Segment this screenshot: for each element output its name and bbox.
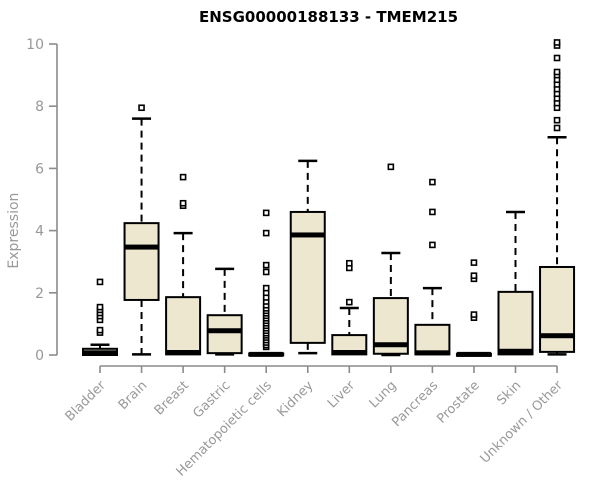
iqr-box [165,296,202,356]
outlier-point [179,199,187,207]
x-tick-label-bladder: Bladder [63,378,110,425]
outlier-point [96,278,104,286]
outlier-point [96,303,104,311]
box-bladder [82,278,118,356]
x-tick-label-skin: Skin [494,378,524,408]
y-axis: 0 2 4 6 8 10 Expression [6,37,58,364]
outlier-point [429,208,436,216]
median-line [249,351,284,357]
outlier-point [553,124,561,132]
outlier-point [345,298,353,306]
outlier-point [470,272,478,279]
box-skin [497,210,534,356]
iqr-box [414,323,451,356]
median-line [540,333,575,339]
iqr-box [289,210,326,344]
outlier-point [138,104,145,112]
outlier-point [470,259,478,266]
median-line [83,350,117,356]
median-line [373,342,408,348]
outlier-point [262,261,270,269]
x-tick-label-breast: Breast [152,378,192,418]
outlier-point [345,259,353,267]
median-line [124,244,159,250]
median-line [456,351,491,357]
median-line [498,348,533,354]
y-tick-label: 6 [35,161,44,177]
outlier-point [179,173,187,181]
outlier-point [262,229,270,237]
iqr-box [539,265,576,353]
y-axis-label: Expression [6,193,22,269]
outlier-point [553,68,561,76]
x-tick-label-brain: Brain [116,378,151,413]
median-line [166,350,201,356]
y-tick-label: 2 [35,286,44,302]
box-hematopoietic-cells [248,209,285,357]
median-line [332,350,367,356]
box-unknown-other [539,39,576,356]
y-tick-label: 4 [35,224,44,240]
outlier-point [553,116,561,124]
outlier-point [470,311,478,318]
x-tick-label-kidney: Kidney [275,378,317,420]
y-tick-label: 8 [35,99,44,115]
outlier-point [262,284,270,292]
median-line [290,232,325,238]
box-liver [331,259,368,356]
outlier-point [553,54,561,62]
box-gastric [206,267,243,356]
x-tick-label-liver: Liver [325,378,359,412]
x-tick-label-prostate: Prostate [434,378,482,426]
outlier-point [96,326,104,334]
y-tick-label: 10 [26,37,44,53]
box-prostate [455,259,492,357]
x-tick-label-pancreas: Pancreas [389,378,441,430]
box-kidney [289,159,326,355]
median-line [207,328,242,334]
iqr-box [123,222,160,301]
outlier-point [262,268,270,276]
x-tick-label-lung: Lung [367,378,400,411]
outlier-point [553,39,561,46]
median-line [415,350,450,356]
box-breast [165,173,202,356]
y-tick-label: 0 [35,348,44,364]
outlier-point [262,209,270,217]
outlier-point [429,241,436,249]
box-lung [372,163,409,357]
chart-title: ENSG00000188133 - TMEM215 [198,8,459,26]
box-brain [123,104,160,356]
outlier-point [429,178,436,186]
outlier-point [387,163,395,171]
iqr-box [206,314,243,355]
box-pancreas [414,178,451,356]
iqr-box [497,290,534,356]
